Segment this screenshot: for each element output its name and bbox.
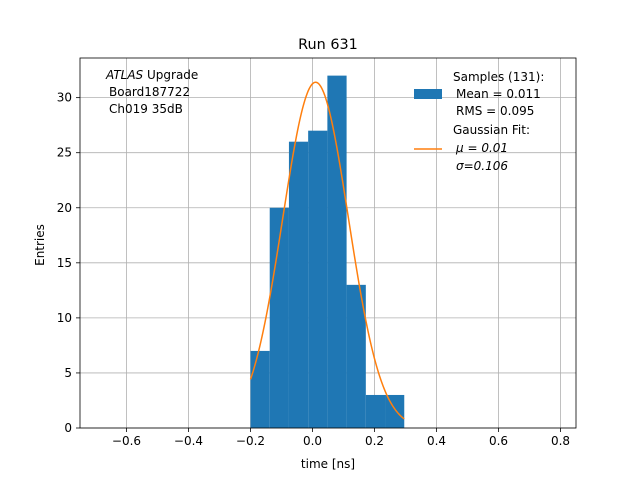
y-axis-ticks: 0 5 10 15 20 25 30 <box>57 91 80 435</box>
chart-title: Run 631 <box>298 37 358 53</box>
histogram-bar <box>269 207 289 428</box>
plot-frame <box>79 57 577 429</box>
annotation-upgrade: Upgrade <box>143 68 198 82</box>
legend: Samples (131): Mean = 0.011 RMS = 0.095 … <box>414 70 544 173</box>
histogram-bar <box>308 130 328 428</box>
x-tick-label: 0.6 <box>489 434 508 448</box>
legend-fit-label: Gaussian Fit: <box>453 123 530 137</box>
x-axis-label: time [ns] <box>301 457 355 471</box>
legend-rms-label: RMS = 0.095 <box>456 104 534 118</box>
histogram-bar <box>346 284 366 428</box>
legend-mu-label: μ = 0.01 <box>455 141 508 155</box>
annotation-board: Board187722 <box>109 85 190 99</box>
x-tick-label: 0.4 <box>427 434 446 448</box>
x-tick-label: 0.2 <box>365 434 384 448</box>
histogram-bar <box>327 75 347 428</box>
y-axis-label: Entries <box>33 224 47 266</box>
y-tick-label: 30 <box>57 91 72 105</box>
histogram-bars <box>250 75 405 428</box>
histogram-bar <box>250 350 270 428</box>
legend-samples-label: Samples (131): <box>453 70 544 84</box>
gaussian-fit-curve <box>249 81 405 420</box>
annotation-channel: Ch019 35dB <box>109 102 183 116</box>
x-tick-label: −0.6 <box>112 434 141 448</box>
legend-histogram-swatch <box>414 89 442 99</box>
histogram-bar <box>288 141 309 428</box>
svg-text:ATLAS Upgrade: ATLAS Upgrade <box>105 68 198 82</box>
y-tick-label: 5 <box>64 366 72 380</box>
y-tick-label: 10 <box>57 311 72 325</box>
atlas-annotation: ATLAS Upgrade Board187722 Ch019 35dB <box>105 68 198 116</box>
histogram-bar <box>365 394 386 428</box>
annotation-atlas: ATLAS <box>105 68 144 82</box>
x-tick-label: 0.8 <box>551 434 570 448</box>
y-tick-label: 25 <box>57 146 72 160</box>
x-tick-label: −0.4 <box>174 434 203 448</box>
y-tick-label: 15 <box>57 256 72 270</box>
x-axis-ticks: −0.6 −0.4 −0.2 0.0 0.2 0.4 0.6 0.8 <box>112 428 570 448</box>
histogram-bar <box>385 394 405 428</box>
x-tick-label: −0.2 <box>236 434 265 448</box>
legend-sigma-label: σ=0.106 <box>456 159 508 173</box>
x-tick-label: 0.0 <box>303 434 322 448</box>
y-tick-label: 20 <box>57 201 72 215</box>
y-tick-label: 0 <box>64 421 72 435</box>
legend-mean-label: Mean = 0.011 <box>456 87 541 101</box>
